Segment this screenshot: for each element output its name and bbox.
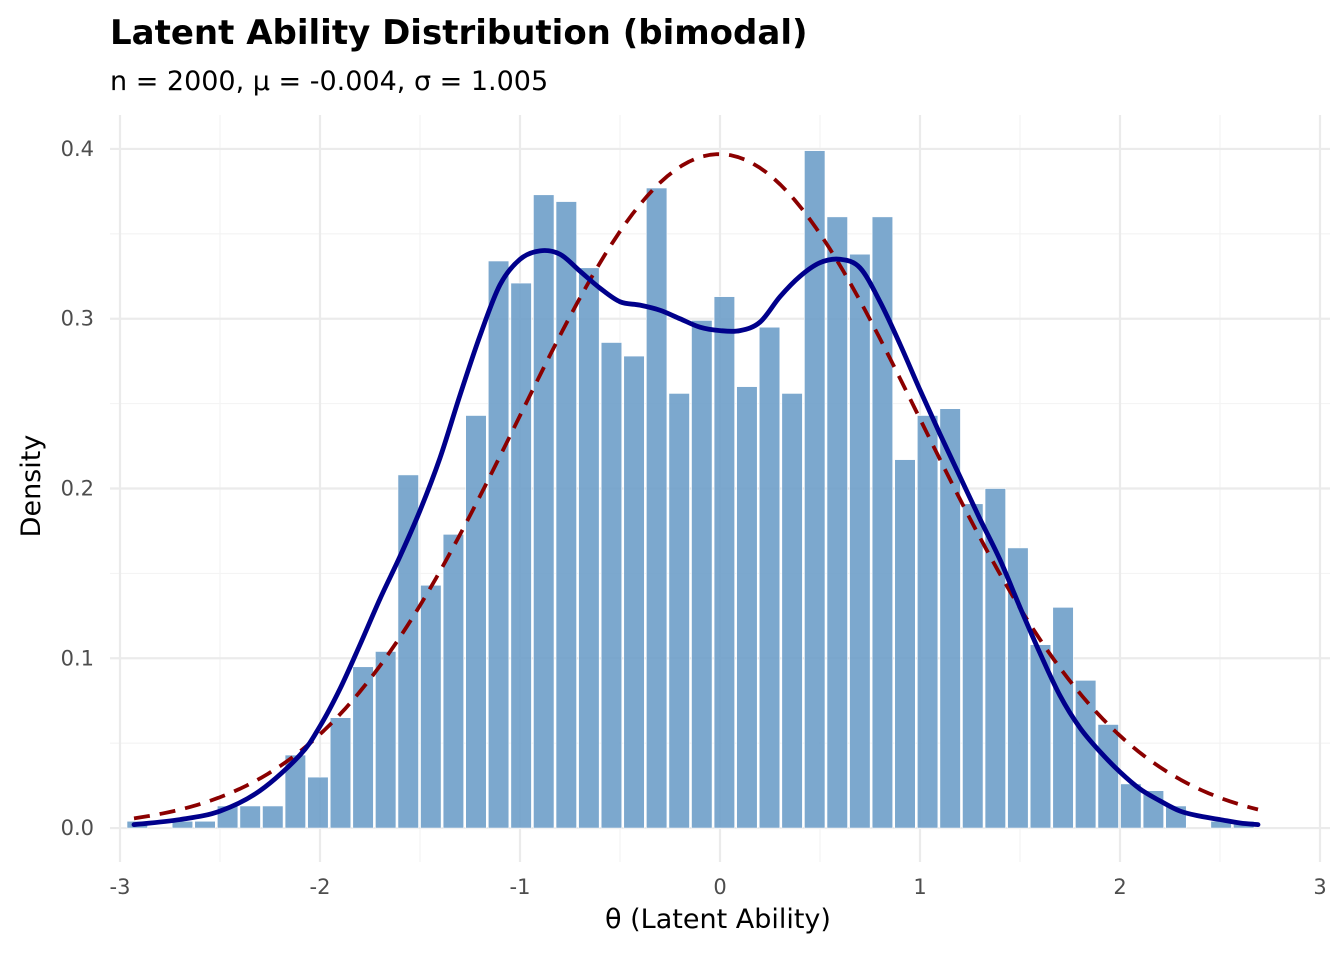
y-axis-title: Density: [16, 435, 47, 538]
histogram-bar: [736, 386, 758, 829]
chart-title: Latent Ability Distribution (bimodal): [110, 13, 808, 53]
y-tick-label: 0.2: [61, 477, 94, 501]
x-tick-label: 1: [913, 875, 926, 899]
histogram-bar: [578, 267, 600, 829]
y-tick-label: 0.0: [61, 816, 94, 840]
histogram-bar: [442, 534, 464, 829]
x-tick-label: 0: [713, 875, 726, 899]
histogram-bar: [781, 393, 803, 829]
histogram-bar: [194, 820, 216, 829]
histogram-bar: [939, 408, 961, 829]
x-tick-label: -3: [110, 875, 131, 899]
histogram-bar: [284, 754, 306, 829]
histogram-bar: [804, 150, 826, 829]
histogram-bar: [487, 260, 510, 829]
histogram-bar: [871, 216, 894, 829]
y-tick-label: 0.4: [61, 137, 94, 161]
y-tick-label: 0.3: [61, 307, 94, 331]
histogram-bar: [510, 282, 532, 829]
histogram-bar: [600, 342, 623, 829]
histogram-bar: [239, 805, 261, 829]
normal-density-line: [133, 152, 1259, 821]
histogram-bar: [420, 584, 442, 829]
histogram-bar: [758, 326, 781, 829]
x-axis: -3 -2 -1 0 1 2 3: [110, 875, 1327, 899]
histogram-bar: [713, 296, 735, 829]
histogram-bar: [307, 776, 329, 829]
histogram-bar: [352, 666, 374, 829]
histogram-bars: [126, 150, 1255, 829]
y-tick-label: 0.1: [61, 646, 94, 670]
histogram-bar: [691, 320, 713, 829]
x-tick-label: -2: [310, 875, 331, 899]
kde-density-line: [131, 248, 1261, 828]
histogram-bar: [668, 393, 690, 829]
histogram-bar: [465, 415, 487, 829]
chart-subtitle: n = 2000, μ = -0.004, σ = 1.005: [110, 66, 548, 97]
histogram-bar: [533, 194, 555, 829]
x-tick-label: 3: [1313, 875, 1326, 899]
histogram-bar: [646, 187, 668, 829]
histogram-bar: [849, 253, 871, 829]
histogram-bar: [962, 503, 984, 829]
histogram-bar: [1029, 644, 1052, 829]
density-lines: [131, 152, 1261, 828]
x-axis-title: θ (Latent Ability): [605, 904, 831, 935]
histogram-bar: [555, 201, 577, 829]
histogram-bar: [375, 651, 397, 829]
histogram-bar: [1120, 783, 1142, 829]
x-tick-label: 2: [1113, 875, 1126, 899]
histogram-bar: [397, 474, 419, 829]
histogram-bar: [1097, 724, 1119, 829]
histogram-bar: [916, 415, 939, 829]
histogram-bar: [329, 717, 352, 829]
histogram-bar: [1075, 680, 1097, 829]
y-axis: 0.0 0.1 0.2 0.3 0.4: [61, 137, 94, 840]
histogram-bar: [826, 216, 848, 829]
histogram-bar: [262, 805, 284, 829]
x-tick-label: -1: [510, 875, 531, 899]
histogram-bar: [894, 459, 916, 829]
histogram-bar: [623, 355, 645, 829]
